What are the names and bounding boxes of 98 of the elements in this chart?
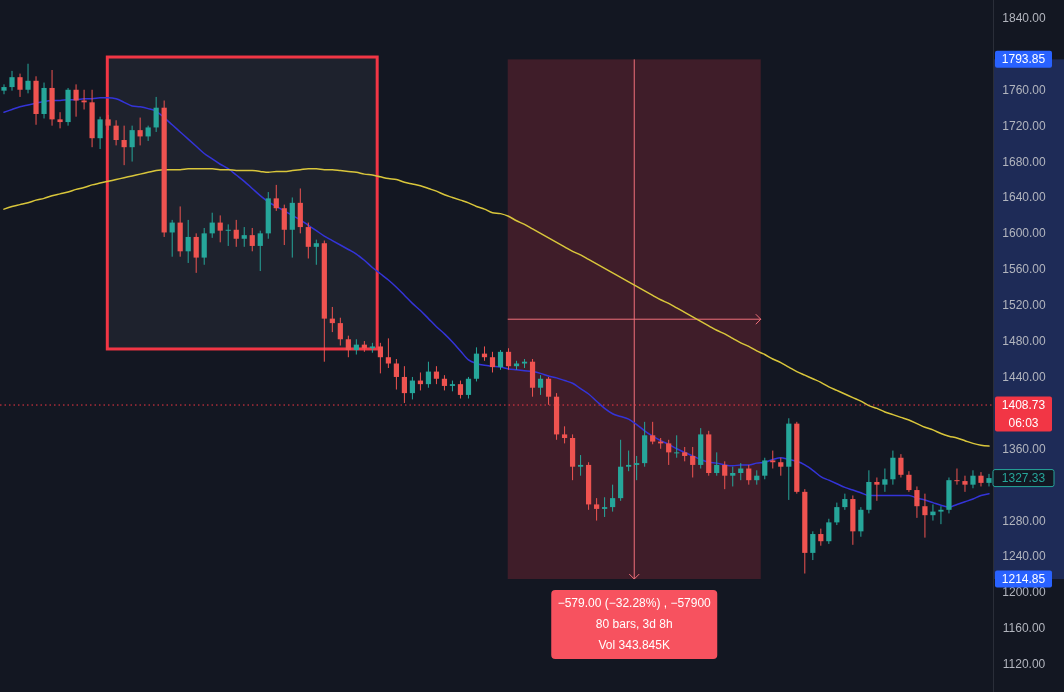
candlestick xyxy=(610,484,616,513)
candlestick xyxy=(537,374,544,396)
candlestick xyxy=(497,349,504,371)
candlestick xyxy=(938,505,944,525)
candlestick xyxy=(345,335,351,358)
y-tick-label: 1840.00 xyxy=(1002,10,1047,25)
candlestick xyxy=(393,358,399,391)
candlestick xyxy=(858,506,864,538)
candlestick xyxy=(257,230,263,272)
annotation: −579.00 (−32.28%) , −57900 xyxy=(557,596,712,611)
candlestick xyxy=(241,226,247,248)
candlestick xyxy=(714,451,720,477)
candlestick xyxy=(826,518,832,545)
candlestick xyxy=(898,453,904,478)
candlestick xyxy=(962,475,968,493)
candlestick xyxy=(489,351,496,373)
candlestick xyxy=(874,476,880,502)
candlestick xyxy=(545,376,552,406)
candlestick xyxy=(954,468,960,486)
candlestick xyxy=(225,223,231,247)
candlestick xyxy=(650,421,656,445)
candlestick xyxy=(233,219,239,248)
y-tick-label: 1440.00 xyxy=(1002,369,1047,384)
candlestick xyxy=(57,111,63,129)
candlestick xyxy=(17,73,23,98)
candlestick xyxy=(986,473,992,487)
candlestick xyxy=(409,376,416,400)
candlestick xyxy=(273,184,279,212)
y-tick-label: 1760.00 xyxy=(1002,82,1047,97)
candlestick xyxy=(970,469,976,489)
candlestick xyxy=(666,439,672,466)
line-series xyxy=(3,167,990,447)
text: 1327.33 xyxy=(1001,471,1046,486)
candlestick xyxy=(401,365,408,404)
candlestick xyxy=(153,96,159,133)
y-tick-label: 1280.00 xyxy=(1002,513,1047,528)
text: 1214.85 xyxy=(1001,572,1046,587)
candlestick xyxy=(922,493,928,539)
y-tick-label: 1560.00 xyxy=(1002,262,1047,277)
y-tick-label: 1200.00 xyxy=(1002,585,1047,600)
candlestick xyxy=(594,497,600,522)
candlestick xyxy=(73,83,79,118)
candlestick xyxy=(121,125,127,166)
candlestick xyxy=(1,83,7,95)
candlestick xyxy=(113,119,119,146)
candlestick xyxy=(746,464,752,486)
annotation: 80 bars, 3d 8h xyxy=(595,617,673,632)
candlestick xyxy=(377,342,383,374)
y-tick-label: 1600.00 xyxy=(1002,226,1047,241)
candlestick xyxy=(626,450,632,472)
text: 06:03 xyxy=(1008,416,1039,431)
candlestick xyxy=(425,361,432,389)
candlestick xyxy=(97,116,103,150)
candlestick xyxy=(465,376,472,400)
candlestick xyxy=(313,239,319,266)
candlestick xyxy=(137,117,143,146)
candlestick xyxy=(906,470,912,493)
candlestick xyxy=(978,471,984,487)
y-tick-label: 1120.00 xyxy=(1002,657,1046,672)
y-tick-label: 1520.00 xyxy=(1002,298,1047,313)
candlestick xyxy=(577,454,584,477)
text: 1793.85 xyxy=(1001,52,1046,67)
y-tick-label: 1680.00 xyxy=(1002,154,1047,169)
candlestick xyxy=(9,70,15,92)
candlestick xyxy=(185,219,191,264)
y-tick-label: 1640.00 xyxy=(1002,190,1047,205)
candlestick xyxy=(249,227,255,252)
candlestick xyxy=(690,446,696,478)
ref-line-label: 1408.73 xyxy=(1001,398,1046,413)
candlestick xyxy=(914,485,920,519)
candlestick xyxy=(890,450,896,486)
y-tick-label: 1240.00 xyxy=(1002,549,1047,564)
candlestick xyxy=(25,63,31,94)
annotation: Vol 343.845K xyxy=(598,638,670,653)
candlestick xyxy=(674,434,680,459)
candlestick xyxy=(217,214,223,243)
candlestick xyxy=(730,466,736,487)
candlestick xyxy=(602,496,608,518)
candlestick xyxy=(762,457,768,480)
candlestick xyxy=(281,204,287,246)
candlestick xyxy=(105,114,111,131)
candlestick xyxy=(834,502,840,526)
y-tick-label: 1720.00 xyxy=(1002,118,1047,133)
candlestick xyxy=(337,317,343,347)
candlestick xyxy=(385,337,391,369)
candlestick xyxy=(505,347,512,371)
candlestick xyxy=(193,232,199,274)
candlestick xyxy=(129,125,135,163)
candlestick xyxy=(810,530,816,561)
candlestick xyxy=(634,455,640,481)
candlestick xyxy=(305,222,311,259)
candlestick xyxy=(722,460,728,490)
candlestick xyxy=(930,503,936,522)
y-tick-label: 1160.00 xyxy=(1002,621,1046,636)
y-tick-label: 1360.00 xyxy=(1002,441,1047,456)
candlestick xyxy=(842,493,848,511)
y-tick-label: 1480.00 xyxy=(1002,334,1047,349)
candlestick xyxy=(882,468,888,493)
